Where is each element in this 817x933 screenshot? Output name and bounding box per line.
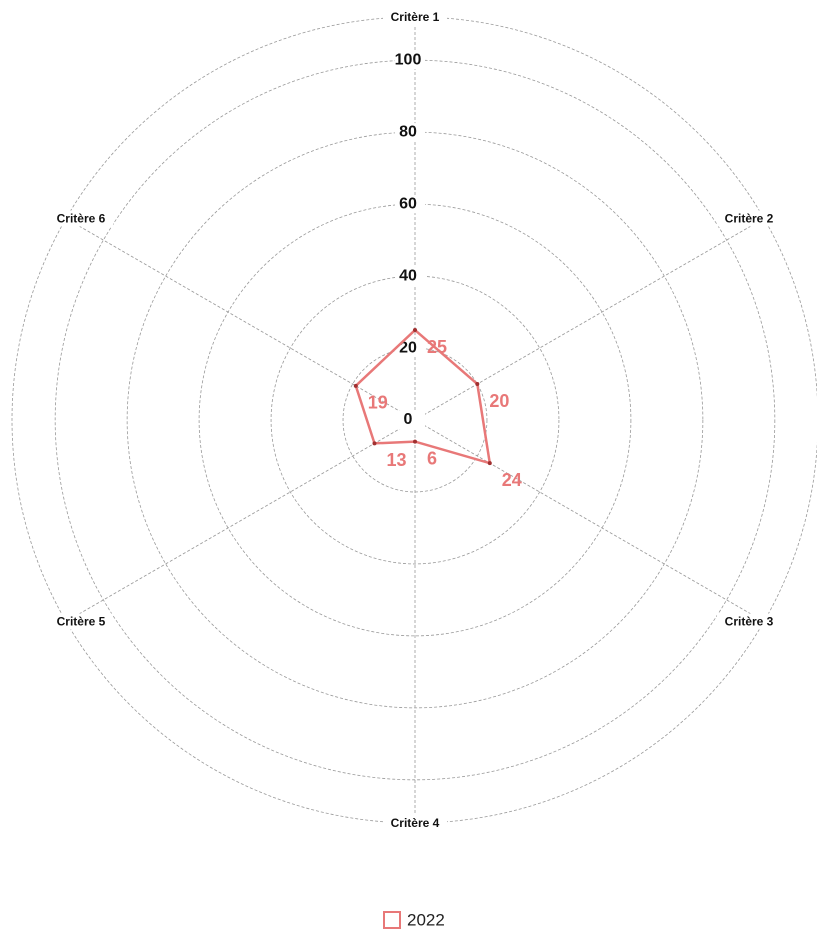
data-label: 19 xyxy=(368,393,388,413)
data-label: 25 xyxy=(427,337,447,357)
category-label: Critère 4 xyxy=(391,816,440,830)
category-label: Critère 1 xyxy=(391,10,440,24)
tick-label: 60 xyxy=(399,195,417,212)
axis-line xyxy=(414,419,765,622)
point xyxy=(413,439,417,444)
axis-line xyxy=(65,419,416,622)
tick-bg xyxy=(395,267,425,286)
label-bg xyxy=(717,613,782,630)
axis-line xyxy=(65,218,416,421)
data-label: 20 xyxy=(489,391,509,411)
tick-bg xyxy=(395,51,425,70)
tick-label: 0 xyxy=(404,411,413,428)
category-label: Critère 2 xyxy=(725,212,774,226)
data-label: 13 xyxy=(386,450,406,470)
point xyxy=(475,382,480,387)
point xyxy=(353,383,358,388)
label-bg xyxy=(48,210,113,227)
category-label: Critère 6 xyxy=(57,212,106,226)
tick-bg xyxy=(395,123,425,142)
label-bg xyxy=(383,815,447,831)
point xyxy=(372,441,377,446)
category-label: Critère 5 xyxy=(57,615,106,629)
label-bg xyxy=(48,613,113,630)
label-bg xyxy=(383,9,447,25)
legend-label: 2022 xyxy=(407,910,445,929)
tick-bg xyxy=(395,195,425,214)
label-bg xyxy=(717,210,782,227)
legend-swatch xyxy=(383,911,401,929)
grid-ring xyxy=(54,59,776,781)
data-label: 6 xyxy=(427,448,437,468)
tick-label: 20 xyxy=(399,339,417,356)
tick-label: 100 xyxy=(395,51,422,68)
tick-label: 80 xyxy=(399,123,417,140)
axis-line xyxy=(414,218,765,421)
tick-label: 40 xyxy=(399,267,417,284)
point xyxy=(487,461,492,466)
data-label: 24 xyxy=(502,470,522,490)
point xyxy=(413,328,417,333)
category-label: Critère 3 xyxy=(725,615,774,629)
tick-bg xyxy=(395,411,425,429)
